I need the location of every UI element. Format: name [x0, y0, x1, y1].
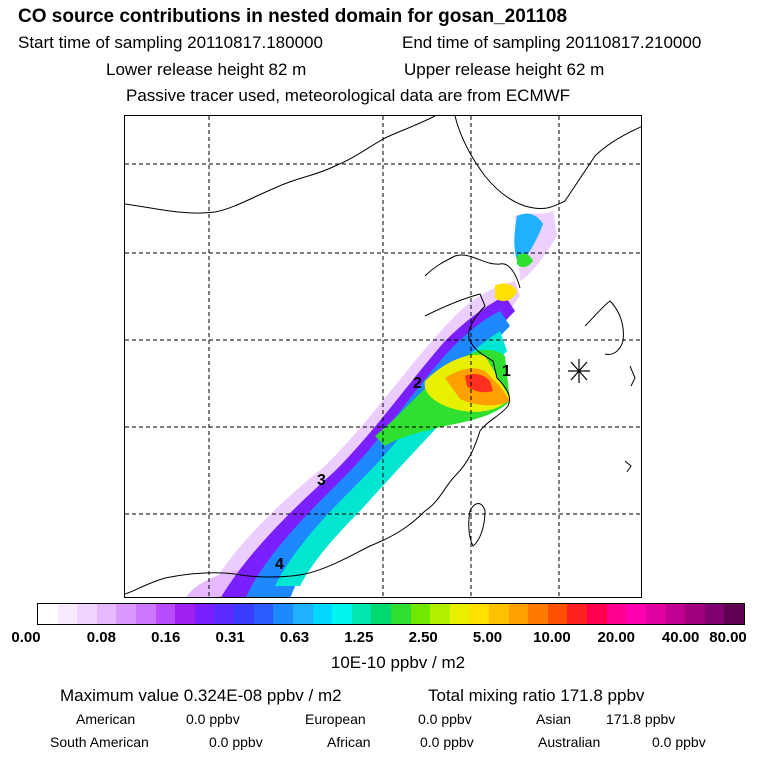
contribution-value: 171.8 ppbv: [606, 711, 676, 727]
color-scale-tick-label: 2.50: [408, 629, 438, 646]
contribution-name: Asian: [536, 711, 572, 727]
color-scale-tick-label: 40.00: [661, 629, 700, 646]
concentration-plume: [186, 211, 557, 597]
color-scale-tick-label: 0.63: [279, 629, 310, 646]
region-label-4: 4: [275, 556, 284, 573]
color-scale-tick-label: 0.31: [215, 629, 245, 646]
lower-release-label: Lower release height 82 m: [106, 60, 307, 79]
color-scale-cell: [175, 604, 195, 624]
contribution-value: 0.0 ppbv: [209, 734, 263, 750]
color-scale-cell: [469, 604, 490, 624]
color-scale-cell: [410, 604, 431, 624]
color-scale-cell: [312, 604, 333, 624]
color-scale-tick-label: 1.25: [344, 629, 374, 646]
color-scale-cell: [253, 604, 274, 624]
color-scale-tick-label: 10.00: [533, 629, 571, 646]
color-scale-cell: [292, 604, 313, 624]
color-scale-cell: [567, 604, 588, 624]
tracer-note: Passive tracer used, meteorological data…: [126, 86, 571, 105]
color-scale-cell: [351, 604, 372, 624]
contribution-value: 0.0 ppbv: [652, 734, 706, 750]
contribution-name: Australian: [538, 734, 601, 750]
color-scale-cell: [606, 604, 627, 624]
contribution-value: 0.0 ppbv: [420, 734, 474, 750]
contribution-value: 0.0 ppbv: [418, 711, 472, 727]
color-scale-cell: [645, 604, 666, 624]
color-scale-cell: [38, 604, 58, 624]
color-scale-cell: [234, 604, 254, 624]
color-scale-cell: [273, 604, 293, 624]
color-scale-cell: [685, 604, 705, 624]
color-scale-unit: 10E-10 ppbv / m2: [330, 653, 466, 672]
start-time-label: Start time of sampling 20110817.180000: [18, 33, 323, 52]
map-title: CO source contributions in nested domain…: [18, 6, 568, 27]
color-scale-tick-label: 0.00: [11, 629, 41, 646]
contribution-value: 0.0 ppbv: [186, 711, 240, 727]
color-scale-tick-label: 0.08: [86, 629, 116, 646]
max-value-label: Maximum value 0.324E-08 ppbv / m2: [60, 686, 342, 705]
color-scale-cell: [57, 604, 78, 624]
upper-release-label: Upper release height 62 m: [404, 60, 605, 79]
color-scale-bar: [37, 603, 745, 625]
color-scale-tick-label: 0.16: [151, 629, 181, 646]
region-label-3: 3: [317, 472, 326, 489]
color-scale-cell: [547, 604, 568, 624]
color-scale-cell: [332, 604, 352, 624]
color-scale-cell: [390, 604, 411, 624]
map-panel: 1 2 3 4: [124, 115, 642, 598]
color-scale-tick-label: 80.00: [709, 629, 747, 646]
color-scale-cell: [136, 604, 156, 624]
color-scale-cell: [116, 604, 137, 624]
color-scale-cell: [528, 604, 548, 624]
color-scale-cell: [665, 604, 686, 624]
color-scale-tick-label: 20.00: [597, 629, 636, 646]
contribution-name: South American: [50, 734, 149, 750]
color-scale-cell: [724, 604, 744, 624]
map-canvas: 1 2 3 4: [125, 116, 641, 597]
color-scale-cell: [489, 604, 509, 624]
color-scale-cell: [626, 604, 646, 624]
contribution-name: African: [327, 734, 371, 750]
color-scale-tick-label: 5.00: [472, 629, 503, 646]
contribution-name: American: [76, 711, 136, 727]
color-scale-cell: [96, 604, 117, 624]
color-scale-cell: [77, 604, 97, 624]
color-scale-cell: [194, 604, 215, 624]
region-label-2: 2: [413, 375, 422, 392]
coastlines: [125, 116, 641, 595]
region-label-1: 1: [502, 363, 511, 380]
contribution-name: European: [305, 711, 366, 727]
end-time-label: End time of sampling 20110817.210000: [402, 33, 702, 52]
color-scale-cell: [449, 604, 470, 624]
color-scale-cell: [587, 604, 607, 624]
color-scale-cell: [508, 604, 529, 624]
color-scale-cell: [214, 604, 235, 624]
asterisk-icon: [568, 359, 590, 383]
color-scale-cell: [371, 604, 391, 624]
total-mixing-label: Total mixing ratio 171.8 ppbv: [428, 686, 645, 705]
lat-lon-grid: [125, 116, 641, 597]
color-scale-cell: [155, 604, 176, 624]
color-scale-cell: [430, 604, 450, 624]
color-scale-cell: [704, 604, 725, 624]
